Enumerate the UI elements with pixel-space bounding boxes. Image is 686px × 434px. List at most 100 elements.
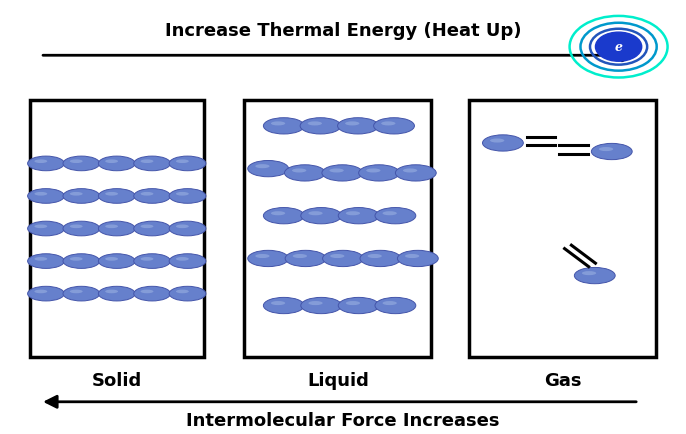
Ellipse shape	[263, 298, 304, 314]
Ellipse shape	[105, 193, 118, 196]
Ellipse shape	[360, 251, 401, 267]
Ellipse shape	[301, 298, 342, 314]
Ellipse shape	[271, 301, 285, 306]
Ellipse shape	[176, 193, 189, 196]
Ellipse shape	[482, 135, 523, 152]
Ellipse shape	[141, 290, 154, 293]
Ellipse shape	[338, 118, 379, 135]
Text: Gas: Gas	[544, 372, 582, 389]
Ellipse shape	[134, 222, 171, 236]
Ellipse shape	[366, 169, 381, 173]
Ellipse shape	[105, 257, 118, 261]
Ellipse shape	[330, 254, 344, 259]
Ellipse shape	[134, 189, 171, 204]
Ellipse shape	[27, 189, 64, 204]
Ellipse shape	[308, 122, 322, 126]
Ellipse shape	[169, 157, 206, 171]
Ellipse shape	[374, 118, 414, 135]
Ellipse shape	[141, 225, 154, 229]
Ellipse shape	[490, 139, 504, 143]
Ellipse shape	[34, 193, 47, 196]
Ellipse shape	[34, 160, 47, 164]
Text: e: e	[615, 41, 623, 54]
Ellipse shape	[322, 251, 364, 267]
Ellipse shape	[134, 254, 171, 269]
Ellipse shape	[34, 290, 47, 293]
Ellipse shape	[134, 157, 171, 171]
Ellipse shape	[70, 160, 82, 164]
Ellipse shape	[397, 251, 438, 267]
Ellipse shape	[359, 165, 399, 181]
Ellipse shape	[375, 208, 416, 224]
Ellipse shape	[176, 225, 189, 229]
Text: Increase Thermal Energy (Heat Up): Increase Thermal Energy (Heat Up)	[165, 22, 521, 39]
Ellipse shape	[329, 169, 344, 173]
Ellipse shape	[98, 189, 135, 204]
Ellipse shape	[263, 208, 304, 224]
Ellipse shape	[98, 254, 135, 269]
Ellipse shape	[70, 225, 82, 229]
Ellipse shape	[169, 222, 206, 236]
Ellipse shape	[263, 118, 304, 135]
Ellipse shape	[591, 144, 632, 160]
Ellipse shape	[292, 169, 307, 173]
Ellipse shape	[368, 254, 382, 259]
Ellipse shape	[141, 257, 154, 261]
Ellipse shape	[338, 298, 379, 314]
Ellipse shape	[285, 165, 325, 181]
Ellipse shape	[375, 298, 416, 314]
Ellipse shape	[248, 251, 289, 267]
Ellipse shape	[63, 222, 99, 236]
Ellipse shape	[169, 286, 206, 301]
Ellipse shape	[105, 225, 118, 229]
Ellipse shape	[63, 286, 99, 301]
Ellipse shape	[141, 160, 154, 164]
Ellipse shape	[345, 122, 359, 126]
Ellipse shape	[27, 254, 64, 269]
Ellipse shape	[381, 122, 395, 126]
Ellipse shape	[27, 286, 64, 301]
Ellipse shape	[98, 286, 135, 301]
Ellipse shape	[70, 290, 82, 293]
Ellipse shape	[285, 251, 326, 267]
Ellipse shape	[27, 222, 64, 236]
Ellipse shape	[293, 254, 307, 259]
Ellipse shape	[134, 286, 171, 301]
Ellipse shape	[383, 212, 397, 216]
Text: Solid: Solid	[91, 372, 141, 389]
Ellipse shape	[98, 157, 135, 171]
Ellipse shape	[70, 193, 82, 196]
Ellipse shape	[34, 257, 47, 261]
Ellipse shape	[300, 118, 341, 135]
Ellipse shape	[169, 189, 206, 204]
Ellipse shape	[574, 268, 615, 284]
Ellipse shape	[405, 254, 419, 259]
Ellipse shape	[98, 222, 135, 236]
Ellipse shape	[63, 254, 99, 269]
Ellipse shape	[176, 257, 189, 261]
Ellipse shape	[34, 225, 47, 229]
Ellipse shape	[105, 290, 118, 293]
Ellipse shape	[255, 165, 270, 169]
Ellipse shape	[338, 208, 379, 224]
Ellipse shape	[271, 212, 285, 216]
Ellipse shape	[271, 122, 285, 126]
Circle shape	[595, 33, 641, 62]
Ellipse shape	[301, 208, 342, 224]
Ellipse shape	[176, 290, 189, 293]
Ellipse shape	[403, 169, 417, 173]
Ellipse shape	[383, 301, 397, 306]
Ellipse shape	[346, 301, 360, 306]
Ellipse shape	[322, 165, 363, 181]
Ellipse shape	[309, 301, 322, 306]
Ellipse shape	[27, 157, 64, 171]
Ellipse shape	[63, 157, 99, 171]
Ellipse shape	[309, 212, 322, 216]
Ellipse shape	[599, 148, 613, 152]
Ellipse shape	[141, 193, 154, 196]
Ellipse shape	[63, 189, 99, 204]
Text: Intermolecular Force Increases: Intermolecular Force Increases	[187, 411, 499, 429]
Text: Liquid: Liquid	[307, 372, 369, 389]
Ellipse shape	[255, 254, 270, 259]
Ellipse shape	[395, 165, 436, 181]
